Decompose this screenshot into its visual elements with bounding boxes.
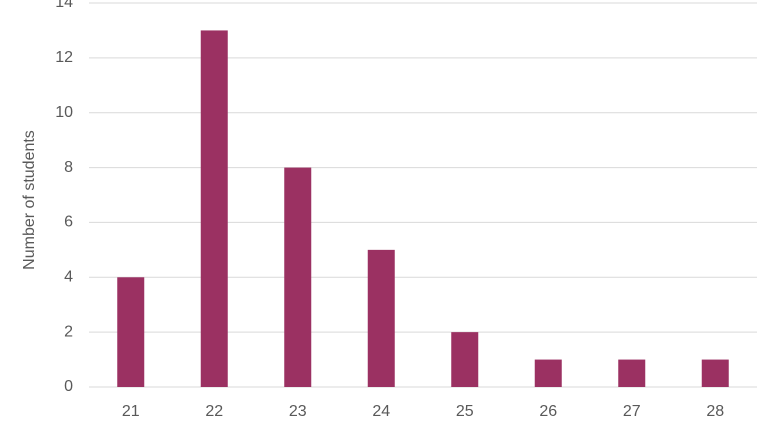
bar [451, 332, 479, 387]
y-tick-label: 2 [64, 323, 73, 340]
x-tick-label: 27 [623, 403, 641, 420]
x-tick-label: 21 [122, 403, 140, 420]
bar [618, 359, 646, 387]
y-tick-label: 4 [64, 269, 73, 286]
bar [534, 359, 562, 387]
y-axis-label: Number of students [21, 130, 38, 270]
bar [200, 30, 228, 388]
y-tick-label: 0 [64, 378, 73, 395]
bar [117, 277, 145, 387]
x-tick-label: 22 [205, 403, 223, 420]
x-tick-label: 28 [706, 403, 724, 420]
y-tick-label: 6 [64, 214, 73, 231]
x-tick-label: 26 [539, 403, 557, 420]
y-tick-label: 12 [55, 49, 73, 66]
x-tick-label: 25 [456, 403, 474, 420]
y-tick-label: 14 [55, 0, 73, 11]
bar [701, 359, 729, 387]
x-tick-label: 24 [372, 403, 390, 420]
bar [367, 249, 395, 387]
y-tick-label: 10 [55, 104, 73, 121]
y-tick-label: 8 [64, 159, 73, 176]
x-tick-label: 23 [289, 403, 307, 420]
bar [284, 167, 312, 387]
